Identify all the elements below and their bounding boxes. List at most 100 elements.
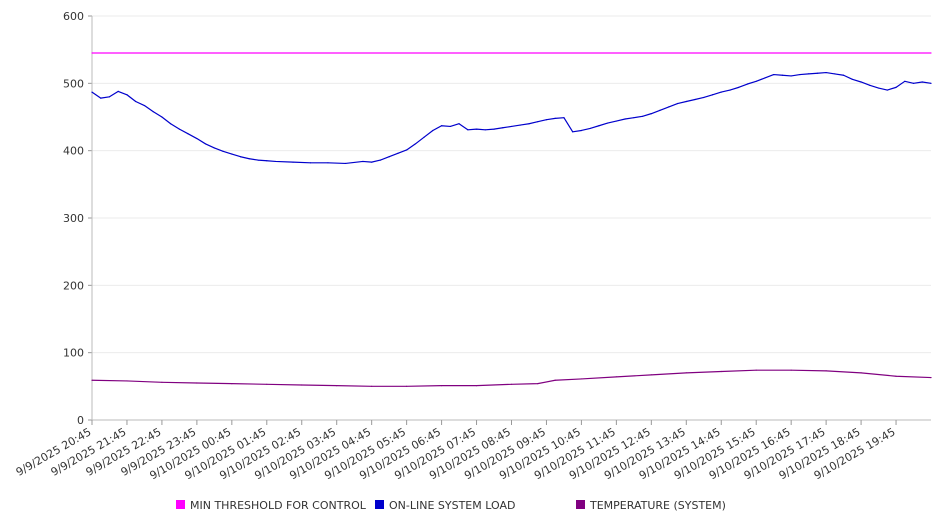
data-point: [755, 80, 757, 82]
data-point: [711, 94, 714, 96]
data-point: [344, 162, 347, 165]
data-point: [641, 115, 644, 117]
data-point: [117, 90, 119, 93]
data-point: [266, 383, 268, 385]
data-point: [484, 129, 486, 131]
data-point: [554, 117, 556, 119]
data-point: [773, 73, 775, 76]
series-line-2: [91, 369, 932, 387]
data-point: [851, 78, 853, 80]
legend-label: MIN THRESHOLD FOR CONTROL: [190, 499, 367, 512]
data-point: [545, 119, 548, 121]
data-point: [100, 97, 102, 99]
data-point: [371, 161, 373, 163]
data-point: [266, 160, 268, 162]
data-point: [825, 370, 827, 372]
data-point: [135, 100, 137, 103]
data-point: [126, 94, 128, 96]
data-point: [904, 80, 906, 82]
data-point: [449, 125, 451, 128]
data-point: [912, 82, 915, 84]
data-point: [414, 143, 416, 145]
data-point: [239, 156, 242, 158]
data-point: [222, 150, 224, 152]
data-point: [519, 124, 521, 126]
data-point: [834, 73, 836, 75]
data-point: [292, 161, 294, 163]
data-point: [475, 128, 478, 130]
data-point: [633, 117, 635, 119]
data-point: [930, 82, 932, 84]
data-point: [371, 385, 373, 387]
data-point: [196, 382, 198, 384]
data-point: [440, 385, 443, 387]
data-point: [799, 73, 801, 76]
data-point: [178, 128, 180, 130]
y-tick-label: 400: [63, 145, 84, 158]
data-point: [895, 86, 897, 88]
data-point: [537, 121, 539, 123]
data-point: [257, 159, 259, 161]
data-point: [764, 77, 766, 79]
data-point: [589, 127, 591, 130]
data-point: [860, 372, 862, 374]
data-point: [816, 72, 818, 74]
data-point: [790, 75, 792, 77]
legend-label: TEMPERATURE (SYSTEM): [589, 499, 726, 512]
data-point: [895, 375, 897, 377]
data-point: [161, 381, 163, 383]
data-point: [869, 84, 871, 86]
data-point: [213, 147, 215, 149]
data-point: [440, 125, 443, 127]
data-point: [755, 369, 757, 371]
data-point: [467, 129, 469, 131]
data-point: [91, 52, 93, 54]
data-point: [598, 125, 600, 127]
data-point: [738, 86, 740, 88]
data-point: [406, 385, 408, 387]
data-point: [825, 71, 827, 74]
data-point: [458, 123, 460, 125]
data-point: [170, 123, 172, 125]
y-tick-label: 300: [63, 212, 84, 225]
series-lines: [91, 52, 932, 387]
data-point: [580, 129, 583, 132]
data-point: [703, 96, 705, 99]
data-point: [860, 81, 862, 83]
data-point: [161, 116, 163, 118]
grid-lines: [92, 15, 931, 354]
data-point: [537, 383, 539, 385]
data-point: [781, 74, 784, 76]
data-point: [336, 385, 338, 387]
data-point: [877, 87, 880, 89]
series-line-1: [91, 71, 932, 165]
data-point: [615, 120, 617, 122]
y-tick-label: 500: [63, 77, 84, 90]
legend: MIN THRESHOLD FOR CONTROL ON-LINE SYSTEM …: [176, 499, 726, 512]
data-point: [572, 131, 574, 133]
data-point: [475, 385, 478, 387]
data-point: [930, 52, 932, 54]
data-point: [624, 118, 626, 120]
data-point: [720, 370, 722, 373]
data-point: [248, 158, 250, 160]
data-point: [187, 133, 189, 135]
data-point: [231, 383, 233, 385]
data-point: [327, 162, 329, 164]
data-point: [650, 113, 652, 115]
data-point: [615, 376, 617, 378]
data-point: [685, 372, 687, 374]
data-point: [659, 109, 661, 111]
data-point: [309, 162, 312, 164]
data-point: [554, 379, 556, 381]
y-tick-label: 200: [63, 279, 84, 292]
legend-swatch: [176, 500, 185, 509]
data-point: [196, 137, 198, 140]
data-point: [668, 106, 670, 108]
data-point: [886, 89, 888, 91]
data-point: [274, 160, 277, 163]
data-point: [650, 374, 652, 376]
data-point: [423, 136, 425, 138]
